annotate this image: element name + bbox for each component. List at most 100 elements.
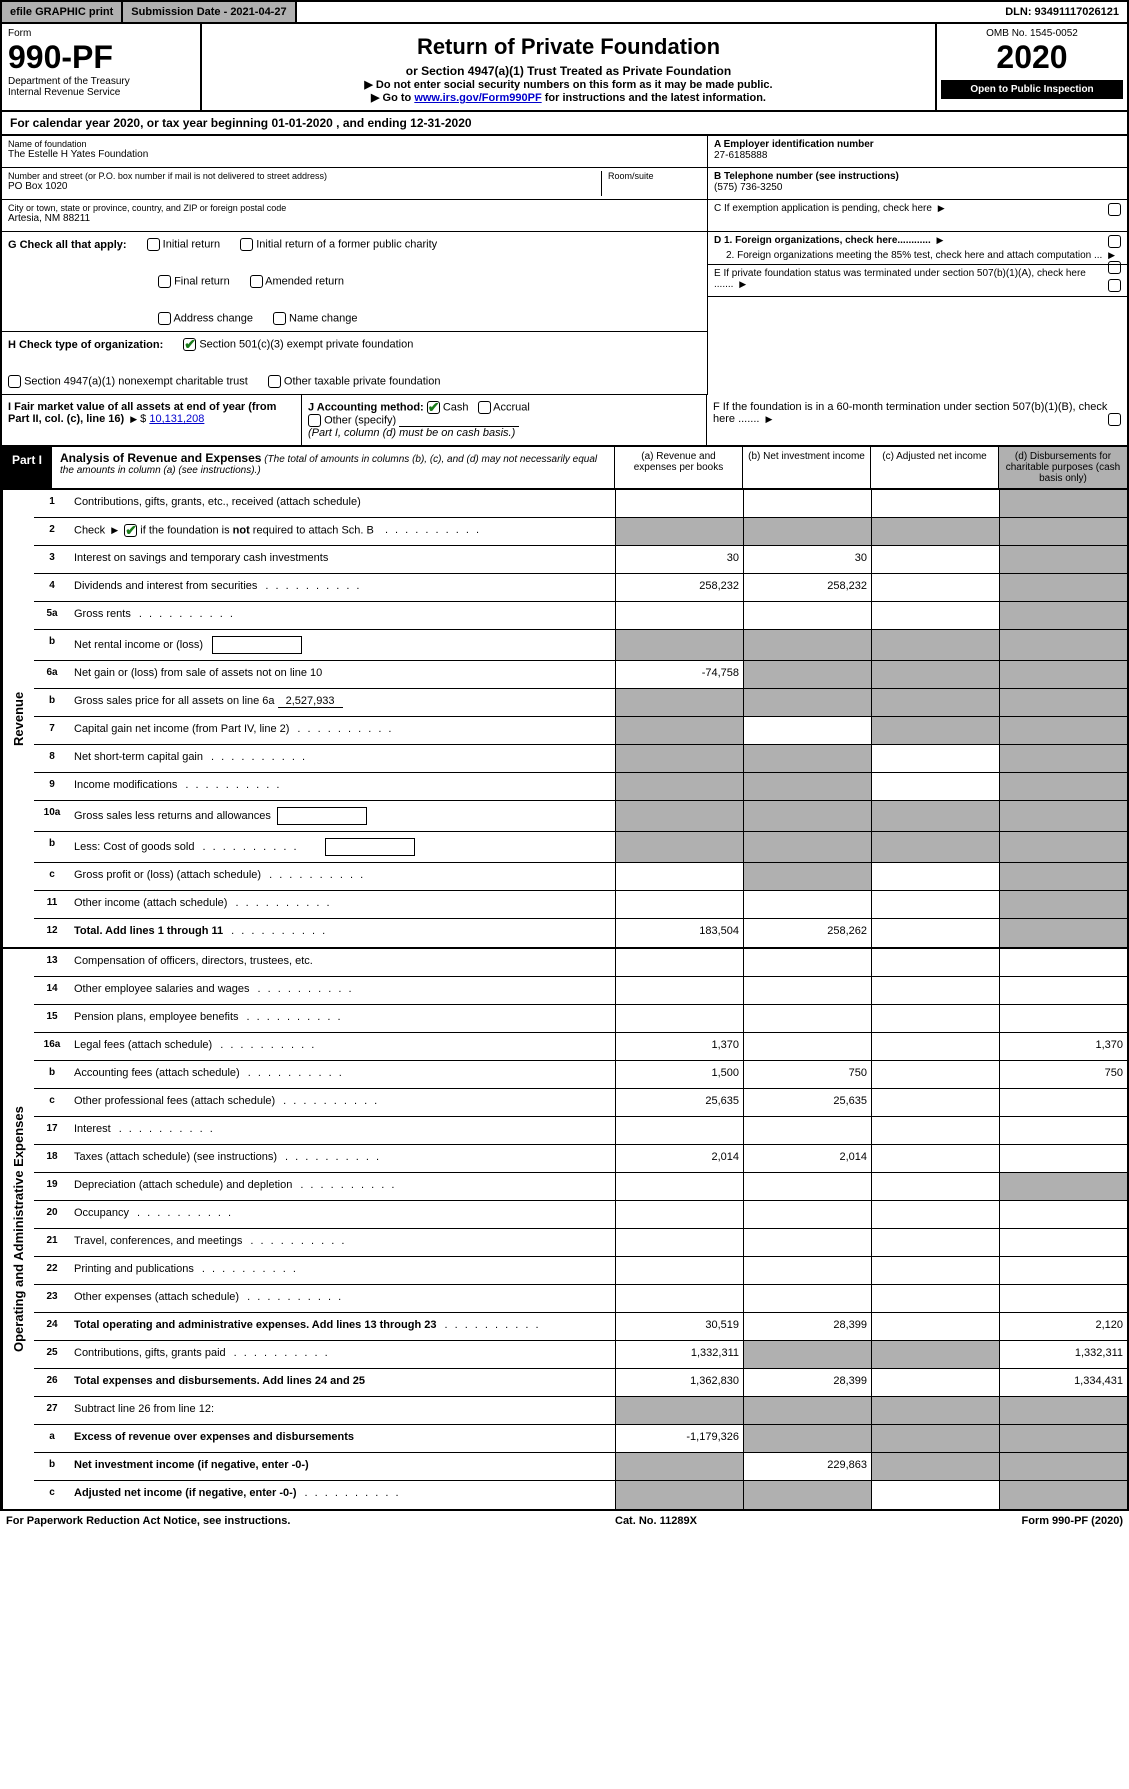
ein-label: A Employer identification number: [714, 139, 874, 150]
d1-label: D 1. Foreign organizations, check here..…: [714, 235, 931, 246]
row-desc: Interest: [70, 1117, 615, 1144]
gross-sales-value: 2,527,933: [278, 695, 343, 708]
j-note: (Part I, column (d) must be on cash basi…: [308, 427, 700, 439]
form-number: 990-PF: [8, 39, 194, 76]
cell-d: [999, 717, 1127, 744]
ssn-warning: ▶ Do not enter social security numbers o…: [208, 78, 929, 91]
table-row: 4Dividends and interest from securities2…: [34, 574, 1127, 602]
row-desc: Check if the foundation is not required …: [70, 518, 615, 545]
cash-checkbox[interactable]: [427, 401, 440, 414]
cell-c: [871, 801, 999, 831]
cell-b: 258,232: [743, 574, 871, 601]
row-desc: Income modifications: [70, 773, 615, 800]
row-desc: Gross rents: [70, 602, 615, 629]
row-desc: Printing and publications: [70, 1257, 615, 1284]
row-desc: Contributions, gifts, grants, etc., rece…: [70, 490, 615, 517]
row-desc: Total. Add lines 1 through 11: [70, 919, 615, 947]
city-label: City or town, state or province, country…: [8, 203, 701, 213]
row-desc: Adjusted net income (if negative, enter …: [70, 1481, 615, 1509]
cell-a: [615, 1397, 743, 1424]
501c3-checkbox[interactable]: [183, 338, 196, 351]
cell-a: [615, 1481, 743, 1509]
cell-b: [743, 1481, 871, 1509]
form-subtitle: or Section 4947(a)(1) Trust Treated as P…: [208, 64, 929, 78]
cell-b: [743, 773, 871, 800]
foundation-name: The Estelle H Yates Foundation: [8, 149, 701, 160]
cell-a: [615, 949, 743, 976]
cell-c: [871, 602, 999, 629]
i-cell: I Fair market value of all assets at end…: [2, 395, 302, 445]
cell-a: [615, 1229, 743, 1256]
efile-print-btn[interactable]: efile GRAPHIC print: [2, 2, 123, 22]
cell-a: [615, 630, 743, 660]
exemption-pending-checkbox[interactable]: [1108, 203, 1121, 216]
row-desc: Net investment income (if negative, ente…: [70, 1453, 615, 1480]
initial-return-checkbox[interactable]: [147, 238, 160, 251]
cell-b: 28,399: [743, 1369, 871, 1396]
name-change-checkbox[interactable]: [273, 312, 286, 325]
accrual-checkbox[interactable]: [478, 401, 491, 414]
85pct-checkbox[interactable]: [1108, 261, 1121, 274]
other-method-checkbox[interactable]: [308, 414, 321, 427]
cell-a: 183,504: [615, 919, 743, 947]
cell-d: [999, 661, 1127, 688]
table-row: 2Check if the foundation is not required…: [34, 518, 1127, 546]
cell-a: [615, 1117, 743, 1144]
g-o4: Amended return: [265, 275, 344, 287]
4947-checkbox[interactable]: [8, 375, 21, 388]
cell-a: [615, 689, 743, 716]
submission-date: Submission Date - 2021-04-27: [123, 2, 296, 22]
cell-c: [871, 919, 999, 947]
cell-b: [743, 1173, 871, 1200]
f-cell: F If the foundation is in a 60-month ter…: [707, 395, 1127, 445]
cell-d: [999, 1145, 1127, 1172]
60month-checkbox[interactable]: [1108, 413, 1121, 426]
expenses-table: Operating and Administrative Expenses 13…: [0, 949, 1129, 1511]
table-row: 23Other expenses (attach schedule): [34, 1285, 1127, 1313]
cell-c: [871, 1229, 999, 1256]
cell-d: [999, 1117, 1127, 1144]
foreign-org-checkbox[interactable]: [1108, 235, 1121, 248]
cell-c: [871, 832, 999, 862]
fmv-link[interactable]: 10,131,208: [149, 413, 204, 425]
cell-d: [999, 1229, 1127, 1256]
cell-c: [871, 1117, 999, 1144]
cell-a: [615, 490, 743, 517]
cell-a: [615, 1201, 743, 1228]
row-desc: Travel, conferences, and meetings: [70, 1229, 615, 1256]
schb-checkbox[interactable]: [124, 524, 137, 537]
table-row: 21Travel, conferences, and meetings: [34, 1229, 1127, 1257]
top-bar: efile GRAPHIC print Submission Date - 20…: [0, 0, 1129, 24]
footer-left: For Paperwork Reduction Act Notice, see …: [6, 1515, 290, 1527]
row-desc: Legal fees (attach schedule): [70, 1033, 615, 1060]
other-taxable-checkbox[interactable]: [268, 375, 281, 388]
cell-c: [871, 1285, 999, 1312]
name-label: Name of foundation: [8, 139, 701, 149]
cell-c: [871, 490, 999, 517]
cell-a: 30,519: [615, 1313, 743, 1340]
other-specify-blank[interactable]: [399, 415, 519, 427]
cell-d: [999, 1201, 1127, 1228]
arrow-icon: [934, 235, 947, 246]
h-o2: Section 4947(a)(1) nonexempt charitable …: [24, 375, 248, 387]
status-terminated-checkbox[interactable]: [1108, 279, 1121, 292]
goto-post: for instructions and the latest informat…: [542, 92, 766, 104]
part1-title-cell: Analysis of Revenue and Expenses (The to…: [52, 447, 615, 488]
table-row: 20Occupancy: [34, 1201, 1127, 1229]
form-link[interactable]: www.irs.gov/Form990PF: [414, 92, 541, 104]
cell-a: -1,179,326: [615, 1425, 743, 1452]
h-label: H Check type of organization:: [8, 339, 163, 351]
initial-former-checkbox[interactable]: [240, 238, 253, 251]
cell-a: 1,370: [615, 1033, 743, 1060]
cell-b: [743, 1005, 871, 1032]
e-label: E If private foundation status was termi…: [714, 268, 1086, 290]
table-row: 15Pension plans, employee benefits: [34, 1005, 1127, 1033]
row-desc: Other professional fees (attach schedule…: [70, 1089, 615, 1116]
cell-b: [743, 745, 871, 772]
final-return-checkbox[interactable]: [158, 275, 171, 288]
table-row: 7Capital gain net income (from Part IV, …: [34, 717, 1127, 745]
address-change-checkbox[interactable]: [158, 312, 171, 325]
table-row: 6aNet gain or (loss) from sale of assets…: [34, 661, 1127, 689]
amended-return-checkbox[interactable]: [250, 275, 263, 288]
header-mid: Return of Private Foundation or Section …: [202, 24, 937, 110]
